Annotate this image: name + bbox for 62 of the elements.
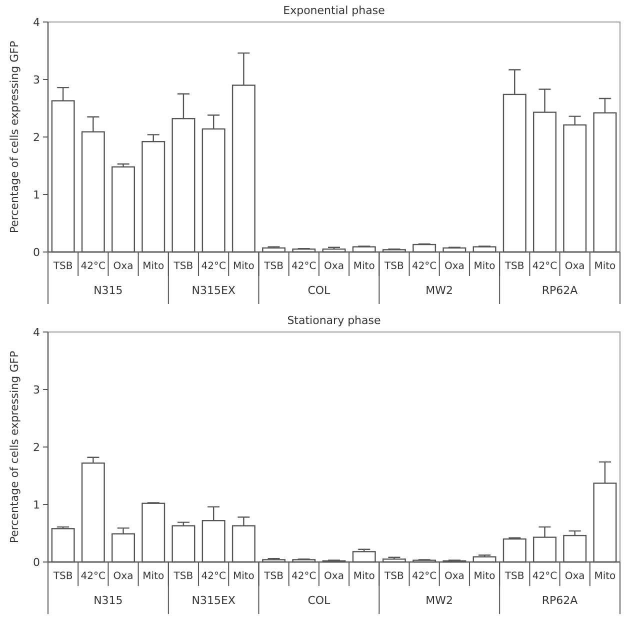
x-tick-label: 42°C: [292, 261, 316, 272]
text: RP62A: [542, 284, 578, 297]
y-tick-label: 1: [33, 498, 40, 512]
x-tick-label: Oxa: [444, 571, 464, 582]
x-tick-label: Oxa: [564, 261, 585, 272]
x-tick-label: TSB: [172, 261, 194, 272]
x-tick-label: Mito: [232, 261, 254, 272]
text: MW2: [426, 594, 454, 607]
x-tick-label: Mito: [353, 261, 375, 272]
text: COL: [308, 594, 332, 607]
x-tick-label: 42°C: [532, 261, 558, 272]
x-tick-label: Oxa: [113, 261, 134, 272]
x-tick-label: Oxa: [564, 571, 585, 582]
x-tick-label: Oxa: [324, 571, 344, 582]
y-tick-label: 0: [33, 246, 40, 259]
y-tick-label: 3: [33, 73, 40, 86]
text: MW2: [426, 284, 454, 297]
x-tick-label: 42°C: [80, 261, 106, 272]
x-tick-label: Mito: [474, 261, 496, 272]
text: N315EX: [192, 594, 236, 607]
y-tick-label: 2: [33, 440, 40, 454]
x-tick-label: Oxa: [113, 571, 134, 582]
y-tick-label: 0: [33, 556, 40, 569]
text: RP62A: [542, 594, 578, 607]
x-tick-label: Oxa: [324, 261, 344, 272]
x-tick-label: TSB: [263, 571, 284, 582]
chart-title: Stationary phase: [287, 314, 382, 327]
x-tick-label: 42°C: [532, 571, 558, 582]
x-tick-label: 42°C: [201, 571, 226, 582]
y-tick-label: 3: [33, 383, 40, 396]
x-tick-label: TSB: [172, 571, 194, 582]
x-tick-label: 42°C: [80, 571, 106, 582]
x-tick-label: 42°C: [292, 571, 316, 582]
x-tick-label: TSB: [263, 261, 284, 272]
x-tick-label: Mito: [474, 571, 496, 582]
x-tick-label: TSB: [52, 261, 73, 272]
chart-title: Exponential phase: [283, 4, 386, 17]
x-tick-label: TSB: [384, 571, 404, 582]
y-tick-label: 4: [33, 326, 40, 339]
y-tick-label: 4: [33, 16, 40, 29]
x-tick-label: TSB: [384, 261, 404, 272]
x-tick-label: Mito: [594, 261, 616, 272]
text: N315: [94, 594, 123, 607]
text: N315EX: [192, 284, 236, 297]
text: COL: [308, 284, 332, 297]
y-tick-label: 1: [33, 188, 40, 202]
x-tick-label: 42°C: [201, 261, 226, 272]
y-tick-label: 2: [33, 130, 40, 144]
x-tick-label: Oxa: [444, 261, 464, 272]
x-tick-label: Mito: [142, 261, 164, 272]
x-tick-label: Mito: [594, 571, 616, 582]
text: N315: [94, 284, 123, 297]
x-tick-label: Mito: [353, 571, 375, 582]
y-axis-title: Percentage of cells expressing GFP: [8, 40, 21, 234]
x-tick-label: Mito: [232, 571, 254, 582]
x-tick-label: TSB: [52, 571, 73, 582]
x-tick-label: TSB: [504, 261, 524, 272]
x-tick-label: 42°C: [412, 261, 437, 272]
y-axis-title: Percentage of cells expressing GFP: [8, 350, 21, 544]
x-tick-label: Mito: [142, 571, 164, 582]
x-tick-label: 42°C: [412, 571, 437, 582]
x-tick-label: TSB: [504, 571, 524, 582]
